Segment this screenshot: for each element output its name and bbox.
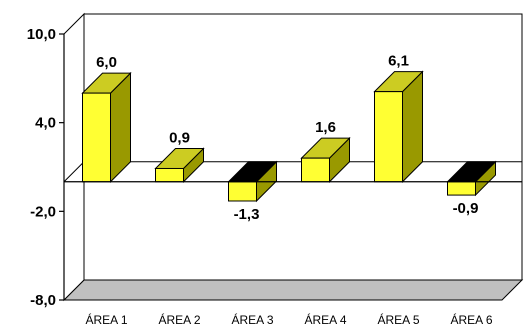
x-category-label: ÁREA 4 (304, 312, 346, 327)
bar-front-face (301, 157, 330, 183)
bars-group (64, 70, 522, 203)
x-category-label: ÁREA 2 (158, 312, 200, 327)
data-label: -1,3 (234, 206, 260, 223)
bar-front-face (155, 167, 184, 183)
side-wall (63, 12, 85, 302)
back-wall (83, 13, 523, 281)
zero-line-side (63, 161, 85, 183)
y-tick-label: -2,0 (30, 203, 56, 220)
bar (446, 160, 497, 197)
y-tick-label: -8,0 (30, 292, 56, 309)
data-label: 1,6 (315, 119, 336, 136)
bar (81, 71, 132, 183)
x-category-label: ÁREA 5 (377, 312, 419, 327)
data-label: 6,0 (96, 54, 117, 71)
x-category-label: ÁREA 1 (85, 312, 127, 327)
data-label: -0,9 (453, 200, 479, 217)
bar (154, 147, 205, 183)
bar-front-face (82, 92, 111, 183)
floor (62, 279, 524, 301)
y-tick-label: 4,0 (35, 115, 56, 132)
data-label: 6,1 (388, 53, 409, 70)
bar-front-face (228, 181, 257, 202)
x-category-label: ÁREA 3 (231, 312, 273, 327)
y-tick-label: 10,0 (27, 26, 56, 43)
bar (373, 70, 424, 183)
bar-front-face (374, 91, 403, 183)
x-category-label: ÁREA 6 (450, 312, 492, 327)
x-axis-category-labels: ÁREA 1 ÁREA 2 ÁREA 3 ÁREA 4 ÁREA 5 ÁREA … (85, 312, 492, 327)
bar-front-face (447, 181, 476, 196)
data-labels: 6,0 0,9 -1,3 1,6 6,1 -0,9 (96, 53, 478, 223)
data-label: 0,9 (169, 129, 190, 146)
y-axis-tick-labels: 10,0 4,0 -2,0 -8,0 (27, 26, 56, 309)
